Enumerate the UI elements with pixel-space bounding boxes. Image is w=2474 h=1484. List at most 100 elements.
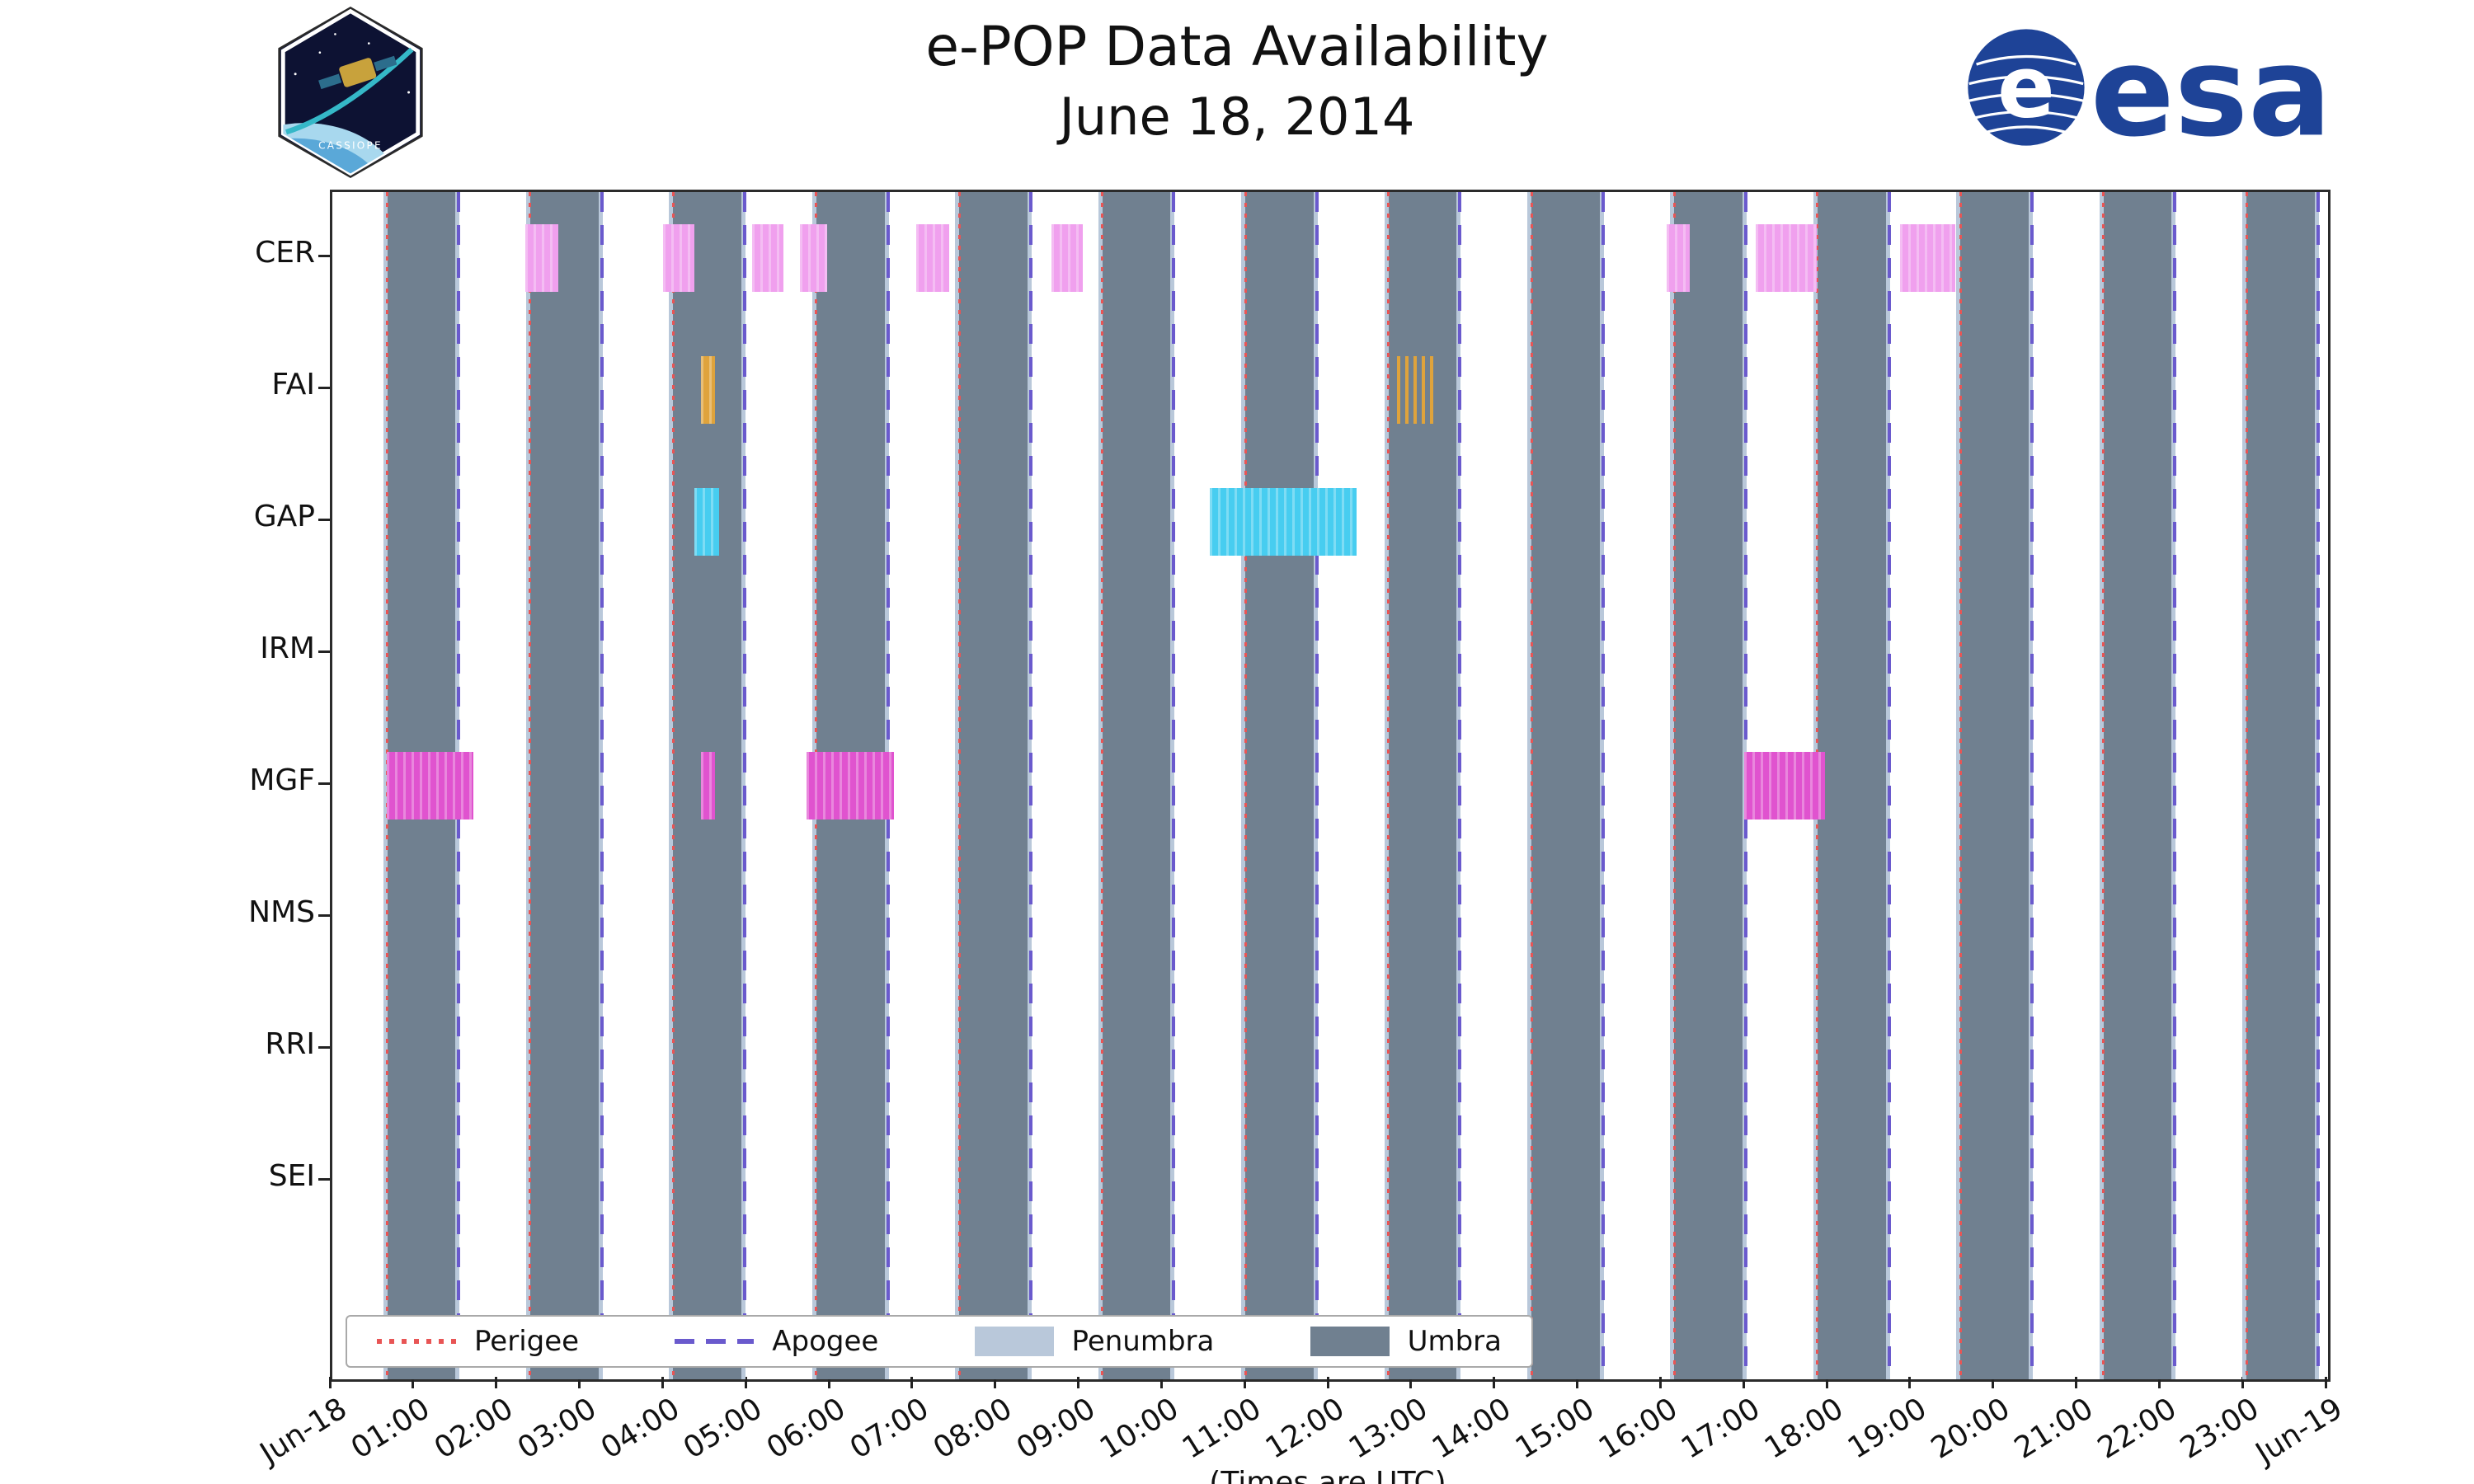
x-tick-label-text: 18:00: [1759, 1392, 1850, 1466]
y-tick-label-rri: RRI: [265, 1027, 315, 1061]
esa-logo: e esa: [1968, 23, 2331, 152]
umbra-band: [529, 192, 599, 1379]
x-tick-label-text: Jun-19: [2250, 1392, 2349, 1471]
x-tick-mark: [1658, 1377, 1662, 1388]
penumbra-band: [669, 192, 674, 1379]
perigee-line: [1530, 192, 1533, 1379]
x-tick-label-text: 16:00: [1592, 1392, 1684, 1466]
availability-bar-gap: [694, 488, 719, 556]
umbra-band: [1102, 192, 1171, 1379]
y-tick-mark: [318, 650, 330, 653]
legend-item-penumbra: Penumbra: [974, 1325, 1215, 1358]
perigee-line: [1101, 192, 1104, 1379]
perigee-line: [2102, 192, 2105, 1379]
perigee-line: [1959, 192, 1962, 1379]
x-tick-label-text: 02:00: [428, 1392, 520, 1466]
x-tick-label-text: 09:00: [1010, 1392, 1102, 1466]
y-tick-mark: [318, 782, 330, 785]
cassiope-mission-patch-logo: CASSIOPE: [278, 7, 423, 178]
umbra-band: [959, 192, 1028, 1379]
x-tick-mark: [1077, 1377, 1079, 1388]
x-tick-label-text: 14:00: [1426, 1392, 1517, 1466]
x-tick-mark: [1326, 1377, 1329, 1388]
patch-satellite: [318, 55, 397, 90]
chart-title: e-POP Data Availability: [925, 15, 1549, 78]
plot-canvas: [332, 192, 2328, 1379]
plot-area: Perigee Apogee Penumbra Umbra: [330, 190, 2331, 1382]
x-tick-mark: [578, 1377, 581, 1388]
x-tick-label-text: 11:00: [1177, 1392, 1268, 1466]
x-tick-label-text: 22:00: [2091, 1392, 2183, 1466]
y-tick-label-cer: CER: [255, 236, 315, 270]
legend-label-apogee: Apogee: [772, 1325, 879, 1358]
x-axis-title: (Times are UTC): [1209, 1466, 1446, 1484]
x-tick-mark: [910, 1377, 914, 1388]
umbra-band: [2103, 192, 2172, 1379]
x-tick-label-text: 23:00: [2175, 1392, 2265, 1466]
penumbra-band: [1956, 192, 1961, 1379]
x-tick-mark: [1493, 1377, 1496, 1388]
x-tick-label-text: 01:00: [345, 1392, 436, 1466]
x-tick-label-text: 05:00: [678, 1392, 769, 1466]
apogee-line: [743, 192, 747, 1379]
x-tick-label-text: 08:00: [927, 1392, 1018, 1466]
apogee-line: [1029, 192, 1032, 1379]
umbra-band: [1960, 192, 2029, 1379]
y-tick-mark: [318, 913, 330, 917]
x-tick-label-text: 17:00: [1676, 1392, 1766, 1466]
legend-sample-perigee: [377, 1339, 456, 1344]
penumbra-band: [2099, 192, 2104, 1379]
perigee-line: [1672, 192, 1676, 1379]
x-tick-mark: [328, 1377, 332, 1388]
availability-bar-cer: [915, 224, 950, 292]
perigee-line: [529, 192, 532, 1379]
x-tick-mark: [1159, 1377, 1163, 1388]
umbra-band: [1817, 192, 1886, 1379]
y-tick-label-gap: GAP: [253, 500, 315, 533]
y-tick-mark: [318, 1045, 330, 1049]
perigee-line: [2245, 192, 2248, 1379]
esa-globe-e: e: [1997, 38, 2055, 137]
x-tick-mark: [1243, 1377, 1246, 1388]
perigee-line: [1244, 192, 1247, 1379]
legend-item-apogee: Apogee: [675, 1325, 878, 1358]
x-tick-label-text: 19:00: [1841, 1392, 1933, 1466]
legend-item-umbra: Umbra: [1310, 1325, 1502, 1358]
availability-bar-mgf: [700, 752, 715, 819]
x-tick-mark: [2075, 1377, 2077, 1388]
x-tick-mark: [1409, 1377, 1413, 1388]
umbra-band: [1531, 192, 1600, 1379]
apogee-line: [2030, 192, 2034, 1379]
patch-wordmark: CASSIOPE: [318, 140, 383, 152]
legend-label-perigee: Perigee: [474, 1325, 580, 1358]
chart-subtitle: June 18, 2014: [1059, 87, 1415, 147]
x-tick-label-text: 21:00: [2008, 1392, 2100, 1466]
x-tick-label-text: 13:00: [1343, 1392, 1434, 1466]
availability-bar-cer: [1756, 224, 1817, 292]
availability-bar-cer: [663, 224, 694, 292]
legend-label-penumbra: Penumbra: [1071, 1325, 1215, 1358]
x-tick-label-text: 06:00: [761, 1392, 852, 1466]
y-tick-label-mgf: MGF: [249, 763, 315, 797]
apogee-line: [2316, 192, 2320, 1379]
perigee-line: [671, 192, 675, 1379]
legend: Perigee Apogee Penumbra Umbra: [346, 1315, 1533, 1368]
x-tick-mark: [1576, 1377, 1578, 1388]
x-tick-mark: [1742, 1377, 1745, 1388]
legend-sample-apogee: [675, 1339, 755, 1344]
x-tick-mark: [2157, 1377, 2161, 1388]
availability-bar-cer: [752, 224, 783, 292]
perigee-line: [1387, 192, 1390, 1379]
apogee-line: [1315, 192, 1319, 1379]
x-tick-label-text: 12:00: [1260, 1392, 1351, 1466]
penumbra-band: [1526, 192, 1531, 1379]
penumbra-band: [1098, 192, 1103, 1379]
penumbra-band: [955, 192, 960, 1379]
availability-bar-cer: [1667, 224, 1690, 292]
y-tick-label-sei: SEI: [268, 1159, 315, 1193]
availability-bar-mgf: [386, 752, 474, 819]
x-tick-label-text: 04:00: [595, 1392, 686, 1466]
y-tick-label-fai: FAI: [271, 368, 315, 402]
apogee-line: [1172, 192, 1176, 1379]
